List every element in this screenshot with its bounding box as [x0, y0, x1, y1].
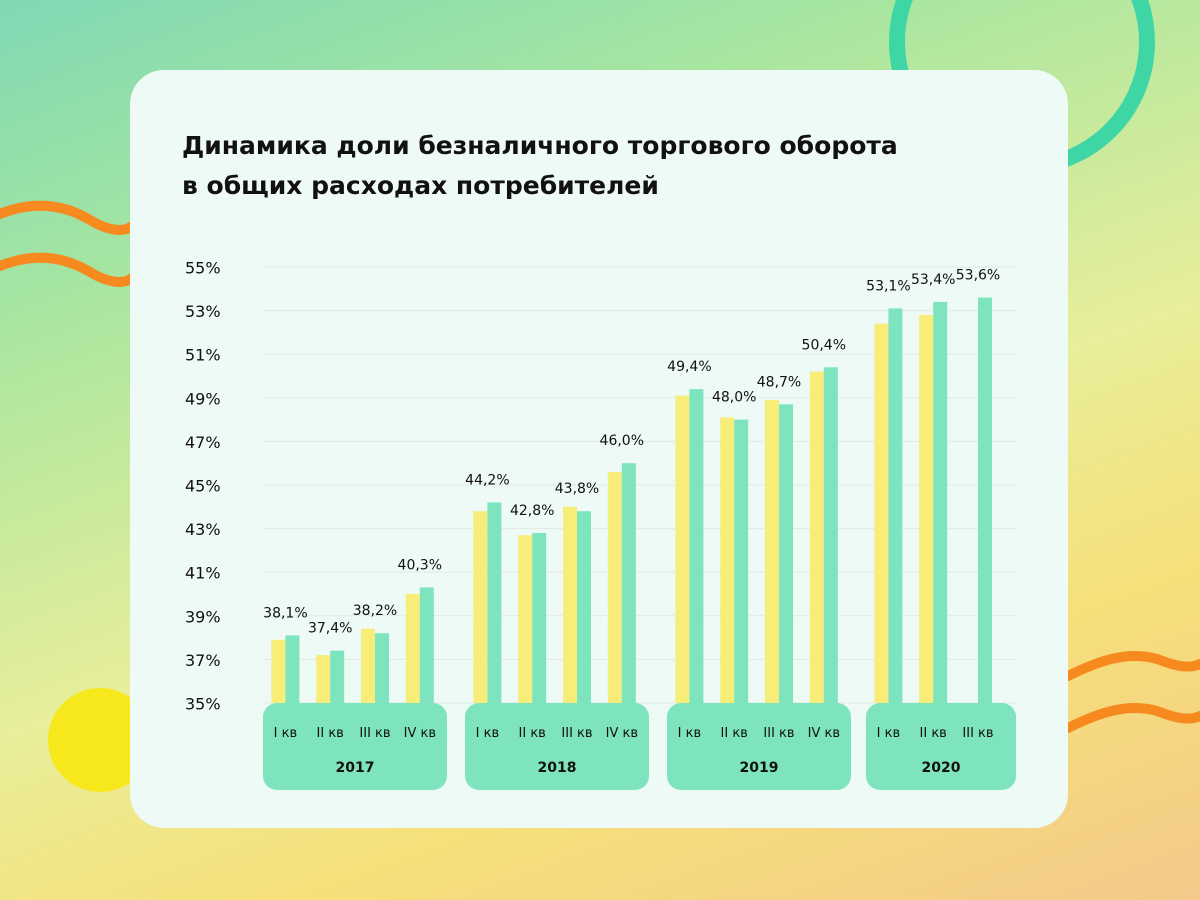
chart-title-line1: Динамика доли безналичного торгового обо… [182, 131, 898, 160]
bar-series-a [271, 639, 286, 703]
year-label: 2019 [740, 760, 779, 776]
bar-chart: 55% 53% 51% 49% 47% 45% 43% 41% 39% 37% 35% 2017 38,… [185, 259, 1016, 790]
bar-series-a [607, 471, 622, 703]
y-tick-label: 43% [185, 520, 221, 539]
year-panel [263, 703, 447, 790]
year-panel [667, 703, 851, 790]
bar-series-a [675, 395, 690, 703]
data-label: 42,8% [510, 503, 554, 519]
bar-series-b [779, 404, 793, 703]
y-tick-label: 45% [185, 477, 221, 496]
bar-series-a [919, 314, 934, 703]
quarter-label: III кв [561, 726, 592, 741]
orange-wave-decoration [1063, 651, 1200, 681]
data-label: 48,7% [757, 374, 801, 390]
bar-series-b [285, 635, 300, 703]
y-tick-label: 37% [185, 651, 221, 670]
data-label: 53,6% [956, 268, 1000, 284]
bar-series-b [577, 511, 591, 703]
quarter-label: IV кв [606, 726, 638, 741]
year-label: 2020 [922, 760, 961, 776]
bar-series-b [978, 297, 992, 703]
quarter-label: II кв [317, 726, 344, 741]
bar-series-b [419, 587, 434, 703]
data-label: 38,2% [353, 603, 397, 619]
data-label: 53,1% [866, 278, 910, 294]
quarter-label: I кв [274, 726, 297, 741]
data-label: 38,1% [263, 605, 307, 621]
data-label: 37,4% [308, 621, 352, 637]
y-tick-label: 49% [185, 389, 221, 408]
quarter-label: III кв [763, 726, 794, 741]
quarter-label: II кв [519, 726, 546, 741]
data-label: 46,0% [600, 433, 644, 449]
data-label: 43,8% [555, 481, 599, 497]
y-tick-label: 55% [185, 259, 221, 278]
orange-wave-decoration [0, 252, 137, 287]
data-label: 53,4% [911, 272, 955, 288]
data-label: 48,0% [712, 390, 756, 406]
year-panel [866, 703, 1016, 790]
quarter-label: I кв [678, 726, 701, 741]
chart-title-line2: в общих расходах потребителей [182, 171, 659, 200]
bar-series-a [809, 371, 824, 703]
quarter-label: IV кв [404, 726, 436, 741]
y-tick-label: 51% [185, 346, 221, 365]
bar-series-b [734, 419, 749, 703]
quarter-label: III кв [359, 726, 390, 741]
bar-series-b [487, 502, 502, 703]
quarter-label: III кв [962, 726, 993, 741]
bar-series-b [933, 301, 948, 703]
quarter-label: II кв [721, 726, 748, 741]
bar-series-b [621, 463, 636, 703]
bar-series-b [888, 308, 903, 703]
bar-series-a [518, 535, 533, 703]
quarter-label: I кв [877, 726, 900, 741]
bar-series-a [405, 594, 420, 703]
orange-wave-decoration [0, 200, 137, 235]
bar-series-b [330, 650, 345, 703]
quarter-label: II кв [920, 726, 947, 741]
bar-series-a [720, 417, 735, 703]
bar-series-b [532, 532, 547, 703]
y-tick-label: 53% [185, 302, 221, 321]
data-label: 50,4% [802, 337, 846, 353]
year-label: 2018 [538, 760, 577, 776]
bar-series-a [563, 506, 577, 703]
year-panel [465, 703, 649, 790]
bar-series-a [765, 399, 779, 703]
bar-series-b [689, 389, 704, 703]
quarter-label: IV кв [808, 726, 840, 741]
y-tick-label: 47% [185, 433, 221, 452]
chart-title: Динамика доли безналичного торгового обо… [182, 126, 898, 206]
chart-card: Динамика доли безналичного торгового обо… [130, 70, 1068, 828]
bar-series-a [874, 323, 889, 703]
bar-series-a [361, 628, 375, 703]
bar-series-a [473, 511, 488, 703]
orange-wave-decoration [1063, 703, 1200, 733]
data-label: 49,4% [667, 359, 711, 375]
quarter-label: I кв [476, 726, 499, 741]
data-label: 40,3% [398, 557, 442, 573]
bar-series-b [823, 367, 838, 703]
y-tick-label: 35% [185, 695, 221, 714]
data-label: 44,2% [465, 472, 509, 488]
year-label: 2017 [336, 760, 375, 776]
y-tick-label: 41% [185, 564, 221, 583]
y-tick-label: 39% [185, 607, 221, 626]
bar-series-a [316, 655, 331, 703]
bar-series-b [375, 633, 389, 703]
yellow-circle-decoration [48, 688, 152, 792]
